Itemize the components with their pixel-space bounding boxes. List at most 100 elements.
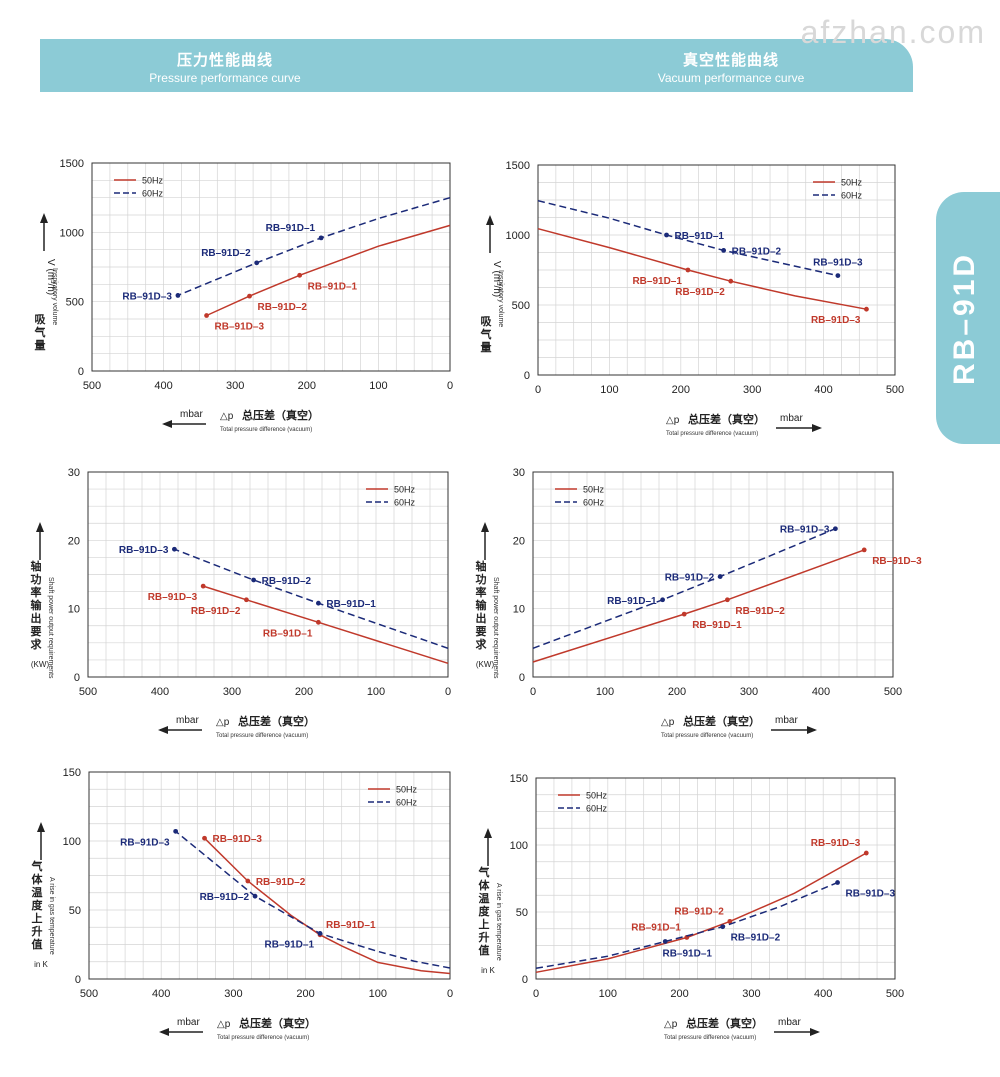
x-axis-label-cn: 总压差（真空） (683, 714, 760, 728)
data-point-marker (317, 931, 323, 936)
x-axis-label-en: Total pressure difference (vacuum) (220, 427, 312, 433)
y-tick-label: 1000 (60, 227, 84, 239)
x-axis-dp: △p (664, 1019, 678, 1030)
series-line-50Hz (535, 852, 867, 974)
series-line-60Hz (532, 528, 836, 650)
y-tick-label: 10 (68, 604, 80, 616)
x-tick-label: 300 (743, 384, 761, 396)
y-tick-label: 50 (69, 905, 81, 917)
y-axis-label-char: 输 (476, 598, 488, 612)
x-axis-dp: △p (217, 1019, 231, 1030)
data-point-label: RB–91D–3 (120, 837, 170, 848)
x-axis-dp: △p (666, 415, 680, 426)
plot-frame (532, 471, 894, 678)
y-axis-label-char: 出 (476, 611, 487, 625)
y-tick-label: 500 (512, 300, 530, 312)
y-tick-label: 30 (513, 467, 525, 479)
data-point-label: RB–91D–2 (200, 892, 250, 903)
data-point-marker (200, 583, 206, 589)
x-axis-arrowhead (810, 1028, 820, 1036)
vacuum-heading-en: Vacuum performance curve (657, 71, 805, 85)
y-axis-label-en: A rise in gas temperature (495, 883, 502, 961)
y-axis-label-char: 要 (476, 625, 487, 638)
y-axis-label-char: 要 (31, 625, 42, 638)
y-tick-label: 20 (513, 535, 525, 547)
data-point-marker (202, 835, 207, 841)
pressure-heading-en: Pressure performance curve (149, 71, 301, 85)
data-point-label: RB–91D–3 (780, 525, 830, 536)
y-axis-label-char: 功 (31, 572, 42, 586)
y-tick-label: 50 (516, 907, 528, 919)
legend-label: 60Hz (396, 798, 418, 808)
y-axis-label-char: 率 (31, 585, 42, 599)
y-axis-arrowhead (484, 828, 492, 838)
y-tick-label: 0 (522, 974, 528, 986)
y-axis-label-char: 气 (478, 865, 490, 879)
y-tick-label: 0 (74, 672, 80, 684)
data-point-label: RB–91D–2 (665, 573, 715, 584)
x-axis-arrowhead (162, 420, 172, 428)
model-side-tab (936, 192, 1000, 444)
data-point-marker (864, 306, 869, 312)
data-point-marker (717, 574, 723, 579)
x-tick-label: 100 (600, 384, 618, 396)
x-axis-arrowhead (158, 726, 168, 734)
data-point-label: RB–91D–2 (262, 576, 312, 587)
y-axis-label-char: 吸 (35, 313, 47, 326)
y-axis-label-en: Inspiratory volume (51, 268, 58, 325)
data-point-marker (175, 293, 181, 298)
data-point-marker (662, 939, 668, 944)
x-axis-unit: mbar (778, 1017, 801, 1028)
data-point-label: RB–91D–3 (846, 889, 896, 900)
y-tick-label: 0 (75, 974, 81, 986)
legend-label: 50Hz (841, 178, 863, 188)
x-axis-unit: mbar (775, 715, 798, 726)
x-axis-arrowhead (812, 424, 822, 432)
data-point-marker (247, 293, 252, 299)
y-axis-arrowhead (36, 522, 44, 532)
y-axis-label-char: 气 (31, 859, 43, 873)
y-axis-label-char: 体 (479, 878, 491, 892)
legend-label: 60Hz (586, 804, 608, 814)
y-axis-label-char: 值 (479, 943, 490, 957)
y-axis-arrowhead (486, 215, 494, 225)
data-point-marker (245, 878, 251, 884)
y-tick-label: 500 (66, 297, 84, 309)
y-axis-unit: (KW) (476, 660, 495, 669)
data-point-marker (173, 828, 179, 834)
x-tick-label: 500 (884, 686, 902, 698)
pressure-curve-heading: 压力性能曲线 Pressure performance curve (145, 49, 305, 85)
x-axis-label-cn: 总压差（真空） (242, 408, 319, 422)
x-axis-label-en: Total pressure difference (vacuum) (661, 733, 753, 739)
data-point-marker (835, 273, 841, 278)
legend-label: 50Hz (396, 785, 418, 795)
legend-label: 50Hz (583, 485, 605, 495)
y-axis-label-char: 量 (481, 341, 492, 354)
x-axis-dp: △p (220, 411, 234, 422)
x-tick-label: 500 (886, 988, 904, 1000)
x-tick-label: 400 (812, 686, 830, 698)
x-tick-label: 400 (814, 384, 832, 396)
x-axis-unit: mbar (177, 1017, 200, 1028)
x-tick-label: 200 (296, 988, 314, 1000)
x-tick-label: 0 (445, 686, 451, 698)
x-axis-dp: △p (661, 717, 675, 728)
y-axis-label-char: 上 (32, 911, 43, 925)
legend-label: 60Hz (142, 189, 164, 199)
series-line-50Hz (202, 585, 449, 665)
x-tick-label: 200 (672, 384, 690, 396)
data-point-marker (204, 313, 209, 318)
x-tick-label: 200 (295, 686, 313, 698)
data-point-marker (251, 577, 256, 583)
plot-frame (91, 162, 451, 372)
x-tick-label: 100 (367, 686, 385, 698)
x-axis-unit: mbar (180, 409, 203, 420)
y-tick-label: 1500 (60, 158, 84, 170)
data-point-marker (660, 597, 665, 603)
x-tick-label: 500 (80, 988, 98, 1000)
data-point-label: RB–91D–2 (735, 606, 785, 617)
series-line-50Hz (532, 549, 865, 663)
x-tick-label: 200 (298, 380, 316, 392)
data-point-label: RB–91D–3 (872, 556, 922, 567)
data-point-label: RB–91D–1 (675, 231, 725, 242)
